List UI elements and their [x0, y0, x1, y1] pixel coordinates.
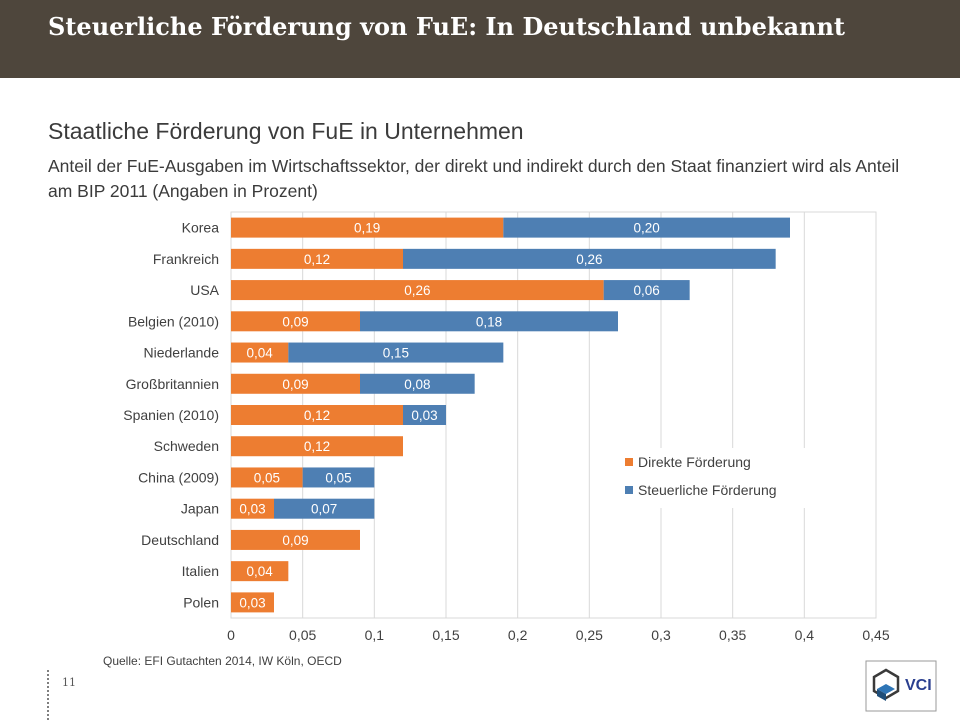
x-tick-label: 0,25: [576, 627, 603, 643]
x-tick-label: 0,1: [365, 627, 385, 643]
data-label: 0,03: [411, 408, 437, 423]
bar-segment: [231, 217, 504, 238]
bar-segment: [231, 373, 360, 394]
bar-segment: [231, 405, 403, 425]
category-label: Frankreich: [153, 251, 219, 267]
data-label: 0,08: [404, 377, 430, 392]
category-label: Italien: [182, 563, 219, 579]
legend-box: [610, 448, 810, 508]
bar-segment: [231, 248, 403, 269]
bar-segment: [231, 592, 274, 613]
data-label: 0,12: [304, 252, 330, 267]
x-tick-label: 0,3: [651, 627, 671, 643]
data-label: 0,05: [325, 470, 351, 485]
data-label: 0,12: [304, 408, 330, 423]
bar-segment: [231, 280, 604, 301]
x-tick-label: 0,05: [289, 627, 316, 643]
bar-segment: [231, 561, 289, 582]
hexagon-icon: [872, 668, 900, 701]
x-tick-label: 0,15: [432, 627, 459, 643]
header-bar: Steuerliche Förderung von FuE: In Deutsc…: [0, 0, 960, 78]
data-label: 0,26: [404, 283, 430, 298]
bar-segment: [231, 498, 274, 519]
header-title: Steuerliche Förderung von FuE: In Deutsc…: [48, 12, 846, 41]
data-label: 0,26: [576, 252, 602, 267]
legend-label: Direkte Förderung: [638, 454, 751, 470]
bar-segment: [231, 436, 403, 457]
footer-divider: [47, 670, 49, 720]
data-label: 0,06: [634, 283, 660, 298]
data-label: 0,15: [383, 346, 409, 361]
slide-title: Staatliche Förderung von FuE in Unterneh…: [48, 118, 524, 144]
legend-swatch: [625, 458, 633, 466]
data-label: 0,04: [247, 346, 274, 361]
bar-segment: [302, 467, 375, 488]
data-label: 0,04: [247, 564, 274, 579]
category-label: China (2009): [138, 469, 219, 485]
x-tick-label: 0,4: [795, 627, 815, 643]
x-tick-label: 0,35: [719, 627, 746, 643]
data-label: 0,18: [476, 314, 502, 329]
bar-segment: [231, 529, 360, 550]
data-label: 0,07: [311, 502, 337, 517]
category-label: Korea: [182, 220, 220, 236]
bar-segment: [231, 467, 303, 488]
bar-segment: [403, 405, 446, 425]
bar-segment: [360, 373, 475, 394]
data-label: 0,20: [634, 221, 660, 236]
legend-swatch: [625, 486, 633, 494]
category-label: Japan: [181, 501, 219, 517]
bar-segment: [503, 217, 790, 238]
bar-segment: [231, 311, 360, 332]
bar-segment: [603, 280, 690, 301]
bar-segment: [288, 342, 504, 363]
data-label: 0,03: [239, 595, 265, 610]
logo-text: VCI: [905, 677, 932, 694]
vci-logo: VCI: [865, 660, 937, 712]
category-label: USA: [190, 282, 219, 298]
page-number: 11: [62, 676, 76, 689]
data-label: 0,09: [282, 314, 308, 329]
category-label: Großbritannien: [126, 376, 219, 392]
category-label: Spanien (2010): [123, 407, 219, 423]
x-tick-label: 0,2: [508, 627, 528, 643]
category-label: Schweden: [154, 438, 219, 454]
x-tick-label: 0,45: [862, 627, 889, 643]
data-label: 0,09: [282, 533, 308, 548]
bar-segment: [360, 311, 618, 332]
data-label: 0,05: [254, 470, 280, 485]
category-label: Belgien (2010): [128, 313, 219, 329]
data-label: 0,03: [239, 502, 265, 517]
x-tick-label: 0: [227, 627, 235, 643]
category-label: Niederlande: [144, 345, 220, 361]
source-note: Quelle: EFI Gutachten 2014, IW Köln, OEC…: [103, 654, 342, 668]
data-label: 0,09: [282, 377, 308, 392]
bar-segment: [274, 498, 375, 519]
category-label: Deutschland: [141, 532, 219, 548]
bar-segment: [403, 248, 776, 269]
category-label: Polen: [183, 594, 219, 610]
legend-label: Steuerliche Förderung: [638, 482, 777, 498]
data-label: 0,19: [354, 221, 380, 236]
data-label: 0,12: [304, 439, 330, 454]
slide-subtitle: Anteil der FuE-Ausgaben im Wirtschaftsse…: [48, 156, 900, 201]
bar-segment: [231, 342, 289, 363]
